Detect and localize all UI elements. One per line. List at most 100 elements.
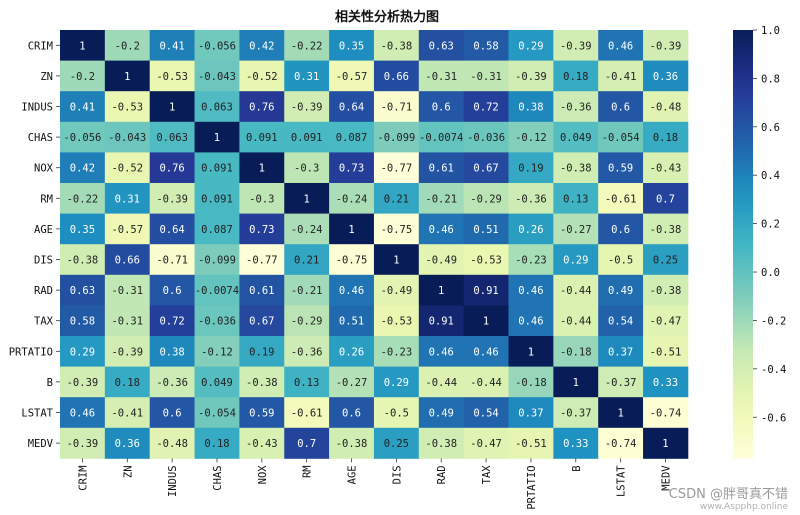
cell-value-label: 0.72 [159,316,184,328]
cell-value-label: 0.049 [201,377,233,389]
colorbar-tick-label: -0.6 [761,412,786,424]
cell-value-label: -0.74 [605,438,637,450]
heatmap-cell [60,30,106,61]
heatmap-cell [463,274,509,306]
cell-value-label: 0.36 [653,71,678,83]
cell-value-label: -0.38 [650,224,682,236]
heatmap-cell [104,305,151,337]
heatmap-cell [643,336,689,367]
heatmap-cell [329,91,375,123]
heatmap-cell [418,244,465,276]
cell-value-label: -0.27 [560,224,592,236]
y-tick-label: INDUS [21,102,53,114]
heatmap-cell [598,60,644,92]
cell-value-label: 0.76 [249,102,274,114]
cell-value-label: 0.29 [563,255,588,267]
cell-value-label: 0.35 [70,224,95,236]
cell-value-label: 0.41 [159,40,184,52]
cell-value-label: -0.48 [156,438,188,450]
cell-value-label: -0.31 [111,285,143,297]
heatmap-cell [418,91,465,123]
cell-value-label: 0.46 [70,408,95,420]
cell-value-label: 0.64 [339,102,364,114]
cell-value-label: 1 [662,438,668,450]
heatmap-cell [284,336,330,367]
heatmap-cell [104,427,151,459]
cell-value-label: 0.49 [429,408,454,420]
cell-value-label: -0.53 [381,316,413,328]
heatmap-cell [239,305,285,337]
cell-value-label: 1 [393,255,399,267]
cell-value-label: -0.53 [470,255,502,267]
colorbar-tick-label: 0.2 [761,219,780,231]
cell-value-label: 0.46 [518,285,543,297]
cell-value-label: -0.71 [156,255,188,267]
chart-title: 相关性分析热力图 [335,9,439,25]
cell-value-label: 0.91 [473,285,498,297]
cell-value-label: -0.44 [560,316,592,328]
heatmap-cell [329,305,375,337]
colorbar-tick-label: 0.4 [761,170,780,182]
heatmap-cell [643,305,689,337]
heatmap-cell [194,336,240,367]
cell-value-label: 0.46 [429,346,454,358]
cell-value-label: 1 [214,132,220,144]
cell-value-label: -0.29 [470,193,502,205]
cell-value-label: -0.099 [377,132,415,144]
cell-value-label: -0.49 [381,285,413,297]
heatmap-cell [463,91,509,123]
cell-value-label: 0.19 [518,163,543,175]
heatmap-cell [284,121,330,153]
y-tick-label: RAD [34,285,53,297]
cell-value-label: -0.36 [291,346,323,358]
heatmap-cell [463,213,509,245]
cell-value-label: 0.6 [342,408,361,420]
heatmap-cell [598,305,644,337]
heatmap-cell [598,427,644,459]
heatmap-cell [104,244,151,276]
heatmap-cell [104,60,151,92]
heatmap-cell [194,274,240,306]
cell-value-label: 0.59 [249,408,274,420]
heatmap-cell [463,244,509,276]
heatmap-cell [508,427,554,459]
cell-value-label: 0.59 [608,163,633,175]
colorbar-tick-label: 0.6 [761,122,780,134]
cell-value-label: -0.0074 [195,285,239,297]
cell-value-label: 0.58 [70,316,95,328]
heatmap-cell [598,336,644,367]
cell-value-label: 0.19 [249,346,274,358]
cell-value-label: -0.23 [515,255,547,267]
x-tick-label: TAX [481,465,493,485]
x-tick-label: INDUS [167,465,179,497]
cell-value-label: 0.6 [163,285,182,297]
cell-value-label: -0.24 [291,224,323,236]
y-tick-label: RM [40,193,53,205]
heatmap-cell [598,274,644,306]
colorbar-tick-label: 0.8 [761,73,780,85]
cell-value-label: 0.66 [384,71,409,83]
heatmap-cell [508,244,554,276]
heatmap-cell [643,152,689,184]
cell-value-label: -0.74 [650,408,682,420]
x-tick-label: PRTATIO [526,465,538,509]
heatmap-cell [149,60,195,92]
cell-value-label: 0.18 [115,377,140,389]
cell-value-label: 0.46 [473,346,498,358]
heatmap-cell [149,397,195,429]
y-tick-label: MEDV [28,438,54,450]
heatmap-cell [553,30,599,61]
cell-value-label: 1 [169,102,175,114]
cell-value-label: -0.37 [605,377,637,389]
cell-value-label: 0.33 [563,438,588,450]
heatmap-cell [194,152,240,184]
cell-value-label: 0.21 [384,193,409,205]
cell-value-label: -0.054 [198,408,236,420]
heatmap-cell [598,121,644,153]
cell-value-label: -0.39 [67,377,99,389]
heatmap-cells: 1 -0.2 0.41 -0.056 0.42 -0.22 0.35 -0.38 0.63 0.5… [60,30,689,459]
cell-value-label: -0.29 [291,316,323,328]
heatmap-cell [149,244,195,276]
cell-value-label: 0.087 [336,132,368,144]
heatmap-cell [60,91,106,123]
